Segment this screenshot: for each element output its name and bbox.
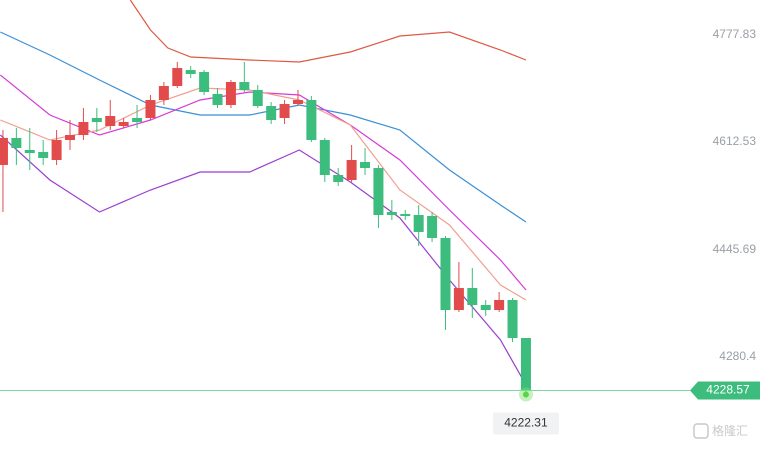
candle-body bbox=[360, 162, 371, 169]
candle-body bbox=[91, 117, 102, 123]
current-price-label: 4228.57 bbox=[706, 383, 750, 397]
candle-body bbox=[11, 137, 22, 149]
indicator-line bbox=[129, 0, 527, 63]
low-box bbox=[492, 412, 559, 435]
y-tick-label: 4280.4 bbox=[719, 349, 756, 363]
candle-body bbox=[51, 140, 62, 161]
candle-body bbox=[65, 135, 76, 141]
candle-body bbox=[24, 149, 35, 154]
candle-body bbox=[373, 168, 384, 216]
low-label: 4222.31 bbox=[504, 416, 548, 430]
candle-body bbox=[467, 288, 478, 305]
candle-body bbox=[199, 71, 210, 92]
candle-body bbox=[132, 117, 143, 123]
candle-body bbox=[239, 82, 250, 90]
candle-body bbox=[427, 215, 438, 238]
candle-body bbox=[158, 86, 169, 101]
y-tick-label: 4445.69 bbox=[713, 242, 757, 256]
candle-body bbox=[346, 160, 357, 181]
watermark-logo bbox=[693, 423, 709, 439]
candle-body bbox=[252, 89, 263, 107]
candle-body bbox=[480, 304, 491, 311]
candle-body bbox=[306, 100, 317, 141]
current-price-box bbox=[690, 381, 760, 400]
candle-body bbox=[520, 337, 531, 391]
candle-body bbox=[413, 215, 424, 232]
low-dot bbox=[522, 391, 529, 398]
y-tick-label: 4777.83 bbox=[713, 27, 757, 41]
candle-body bbox=[145, 100, 156, 118]
candle-body bbox=[185, 70, 196, 74]
watermark: 格隆汇 bbox=[712, 423, 748, 438]
indicator-line bbox=[0, 87, 527, 301]
candle-body bbox=[78, 122, 89, 136]
candle-body bbox=[292, 100, 303, 105]
candle-body bbox=[105, 115, 116, 127]
candle-body bbox=[118, 122, 129, 127]
candle-body bbox=[172, 68, 183, 87]
candle-body bbox=[212, 93, 223, 105]
candle-body bbox=[440, 237, 451, 311]
candle-body bbox=[266, 106, 277, 121]
candle-body bbox=[279, 104, 290, 118]
candle-body bbox=[453, 288, 464, 311]
y-tick-label: 4612.53 bbox=[713, 134, 757, 148]
candle-body bbox=[225, 82, 236, 105]
candle-body bbox=[333, 175, 344, 183]
candle-body bbox=[386, 211, 397, 216]
candle-body bbox=[494, 300, 505, 311]
candle-body bbox=[507, 300, 518, 338]
candle-body bbox=[0, 137, 8, 165]
candle-body bbox=[400, 213, 411, 216]
candle-body bbox=[319, 140, 330, 176]
candle-body bbox=[38, 151, 49, 158]
